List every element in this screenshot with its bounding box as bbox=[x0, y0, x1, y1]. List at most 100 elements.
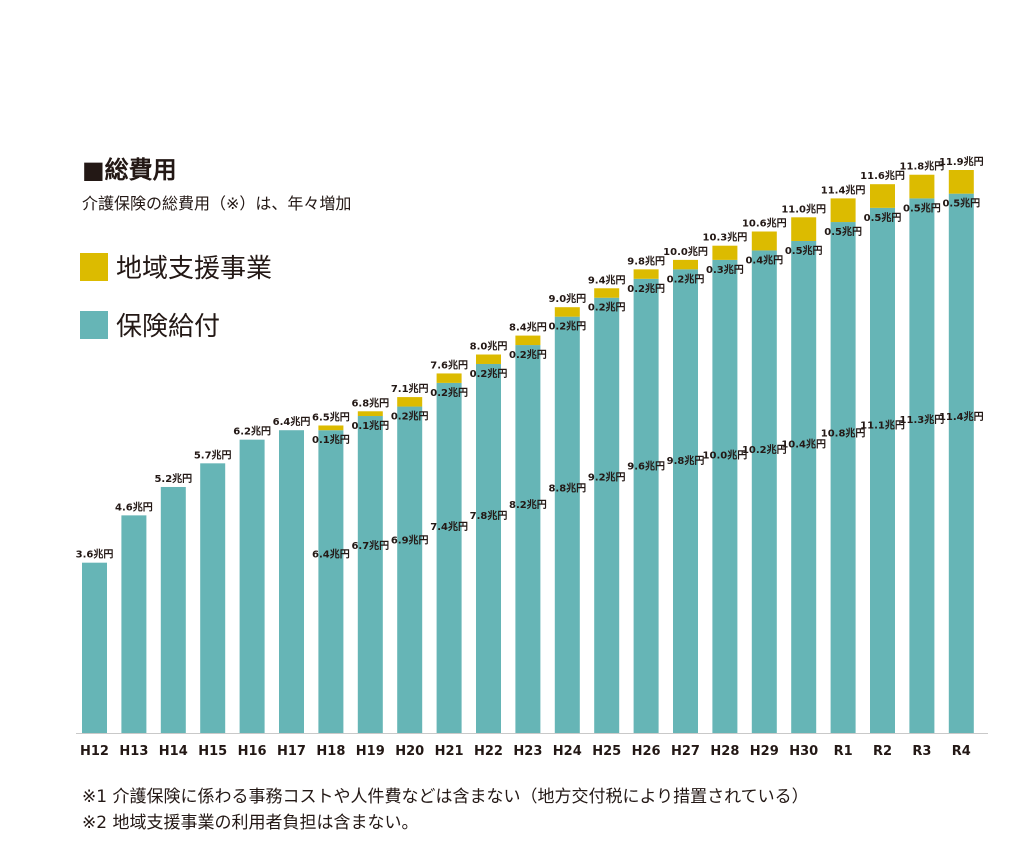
bar-hoken-R1 bbox=[830, 222, 856, 733]
x-tick-H23: H23 bbox=[513, 744, 542, 759]
bar-chiiki-H25 bbox=[594, 288, 620, 298]
hoken-label-H22: 7.8兆円 bbox=[470, 509, 508, 522]
bar-hoken-H12 bbox=[82, 562, 107, 733]
bar-chiiki-H30 bbox=[791, 217, 817, 241]
x-tick-H13: H13 bbox=[119, 744, 148, 759]
footnote-1: ※1 介護保険に係わる事務コストや人件費などは含まない（地方交付税により措置され… bbox=[82, 787, 809, 807]
x-tick-H27: H27 bbox=[671, 744, 700, 759]
total-label-H14: 5.2兆円 bbox=[154, 472, 192, 485]
bar-hoken-H19 bbox=[357, 416, 383, 733]
chiiki-label-H27: 0.2兆円 bbox=[667, 272, 705, 285]
legend-swatch-hoken bbox=[80, 310, 108, 339]
bar-hoken-H14 bbox=[160, 486, 186, 733]
x-tick-H16: H16 bbox=[238, 744, 267, 759]
x-tick-R4: R4 bbox=[952, 744, 971, 759]
chiiki-label-H19: 0.1兆円 bbox=[351, 419, 389, 432]
hoken-label-R3: 11.3兆円 bbox=[900, 413, 945, 426]
chiiki-label-R3: 0.5兆円 bbox=[903, 201, 941, 214]
x-tick-H12: H12 bbox=[80, 744, 109, 759]
chiiki-label-H24: 0.2兆円 bbox=[548, 320, 586, 333]
total-label-H27: 10.0兆円 bbox=[663, 245, 708, 258]
x-tick-H15: H15 bbox=[198, 744, 227, 759]
chiiki-label-H29: 0.4兆円 bbox=[745, 253, 783, 266]
total-label-H29: 10.6兆円 bbox=[742, 217, 787, 230]
total-label-R1: 11.4兆円 bbox=[821, 183, 866, 196]
chiiki-label-H18: 0.1兆円 bbox=[312, 433, 350, 446]
bar-hoken-R3 bbox=[909, 198, 935, 734]
bar-chiiki-R2 bbox=[870, 184, 895, 208]
chart-subtitle: 介護保険の総費用（※）は、年々増加 bbox=[82, 194, 352, 213]
x-tick-H26: H26 bbox=[632, 744, 661, 759]
x-tick-H17: H17 bbox=[277, 744, 306, 759]
bar-hoken-H18 bbox=[318, 430, 344, 733]
footnote-2: ※2 地域支援事業の利用者負担は含まない。 bbox=[82, 813, 419, 833]
x-tick-H28: H28 bbox=[710, 744, 739, 759]
hoken-label-H20: 6.9兆円 bbox=[391, 534, 429, 547]
total-label-H26: 9.8兆円 bbox=[627, 254, 665, 267]
x-tick-H22: H22 bbox=[474, 744, 503, 759]
bar-hoken-H28 bbox=[712, 259, 738, 733]
bar-chiiki-H26 bbox=[633, 269, 659, 279]
total-label-H21: 7.6兆円 bbox=[430, 358, 468, 371]
bar-chiiki-H27 bbox=[673, 259, 698, 270]
bar-chiiki-R3 bbox=[909, 174, 935, 199]
total-label-H13: 4.6兆円 bbox=[115, 500, 153, 513]
bar-hoken-H17 bbox=[279, 430, 304, 733]
total-label-R3: 11.8兆円 bbox=[900, 160, 945, 173]
x-tick-H30: H30 bbox=[789, 744, 818, 759]
total-label-R4: 11.9兆円 bbox=[939, 155, 984, 168]
bar-hoken-H23 bbox=[515, 345, 541, 733]
total-label-H12: 3.6兆円 bbox=[76, 548, 114, 561]
chiiki-label-R4: 0.5兆円 bbox=[942, 197, 980, 210]
hoken-label-H30: 10.4兆円 bbox=[781, 438, 826, 451]
bar-chiiki-R1 bbox=[830, 198, 856, 223]
bar-hoken-H29 bbox=[751, 250, 777, 733]
total-label-H19: 6.8兆円 bbox=[351, 396, 389, 409]
total-label-H24: 9.0兆円 bbox=[548, 292, 586, 305]
x-tick-H14: H14 bbox=[159, 744, 188, 759]
bar-chiiki-H21 bbox=[436, 373, 462, 383]
chiiki-label-H22: 0.2兆円 bbox=[470, 367, 508, 380]
hoken-label-H26: 9.6兆円 bbox=[627, 460, 665, 473]
legend-label-chiiki: 地域支援事業 bbox=[116, 254, 273, 284]
hoken-label-R4: 11.4兆円 bbox=[939, 410, 984, 423]
hoken-label-R1: 10.8兆円 bbox=[821, 427, 866, 440]
x-tick-H18: H18 bbox=[316, 744, 345, 759]
x-tick-R1: R1 bbox=[834, 744, 853, 759]
chiiki-label-R1: 0.5兆円 bbox=[824, 225, 862, 238]
bar-hoken-R4 bbox=[948, 193, 974, 733]
bar-chiiki-H18 bbox=[318, 425, 344, 431]
hoken-label-H19: 6.7兆円 bbox=[351, 539, 389, 552]
x-tick-H24: H24 bbox=[553, 744, 582, 759]
chiiki-label-R2: 0.5兆円 bbox=[864, 211, 902, 224]
bar-chiiki-H29 bbox=[751, 231, 777, 251]
bar-chiiki-H28 bbox=[712, 245, 738, 260]
chiiki-label-H26: 0.2兆円 bbox=[627, 282, 665, 295]
total-label-H18: 6.5兆円 bbox=[312, 410, 350, 423]
total-label-R2: 11.6兆円 bbox=[860, 169, 905, 182]
total-label-H15: 5.7兆円 bbox=[194, 448, 232, 461]
hoken-label-R2: 11.1兆円 bbox=[860, 418, 905, 431]
x-tick-H20: H20 bbox=[395, 744, 424, 759]
hoken-label-H29: 10.2兆円 bbox=[742, 443, 787, 456]
bar-hoken-H24 bbox=[554, 316, 580, 733]
bar-hoken-R2 bbox=[870, 207, 895, 733]
bar-hoken-H30 bbox=[791, 240, 817, 734]
bar-chiiki-H20 bbox=[397, 397, 423, 407]
x-tick-H21: H21 bbox=[435, 744, 464, 759]
x-tick-R3: R3 bbox=[912, 744, 931, 759]
total-label-H30: 11.0兆円 bbox=[781, 202, 826, 215]
x-tick-R2: R2 bbox=[873, 744, 892, 759]
bar-hoken-H25 bbox=[594, 297, 620, 733]
total-label-H23: 8.4兆円 bbox=[509, 321, 547, 334]
bar-hoken-H20 bbox=[397, 406, 423, 733]
bar-hoken-H21 bbox=[436, 382, 462, 733]
hoken-label-H25: 9.2兆円 bbox=[588, 471, 626, 484]
total-label-H28: 10.3兆円 bbox=[703, 231, 748, 244]
chiiki-label-H23: 0.2兆円 bbox=[509, 348, 547, 361]
bar-chiiki-H23 bbox=[515, 335, 541, 346]
bar-chiiki-H24 bbox=[554, 307, 580, 317]
hoken-label-H21: 7.4兆円 bbox=[430, 520, 468, 533]
chiiki-label-H30: 0.5兆円 bbox=[785, 244, 823, 257]
